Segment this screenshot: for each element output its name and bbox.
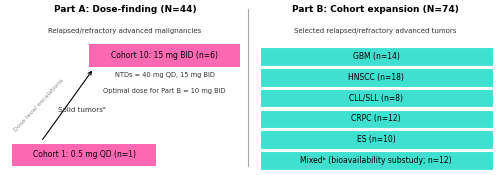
Text: ES (n=10): ES (n=10) [357,135,396,144]
Bar [260,130,492,149]
Text: GBM (n=14): GBM (n=14) [353,52,400,61]
Text: Selected relapsed/refractory advanced tumors: Selected relapsed/refractory advanced tu… [294,28,456,34]
Text: Relapsed/refractory advanced malignancies: Relapsed/refractory advanced malignancie… [48,28,202,34]
Text: CRPC (n=12): CRPC (n=12) [352,114,401,123]
Bar [12,144,156,166]
Bar [260,47,492,66]
Text: Optimal dose for Part B = 10 mg BID: Optimal dose for Part B = 10 mg BID [104,88,226,93]
FancyArrowPatch shape [42,72,92,139]
Bar [89,44,240,66]
Bar [260,68,492,87]
Text: Mixedᵇ (bioavailability substudy; n=12): Mixedᵇ (bioavailability substudy; n=12) [300,156,452,165]
Text: CLL/SLL (n=8): CLL/SLL (n=8) [349,94,403,103]
Text: Cohort 1: 0.5 mg QD (n=1): Cohort 1: 0.5 mg QD (n=1) [32,150,136,159]
Text: Dose level escalations: Dose level escalations [13,78,64,132]
Bar [260,151,492,170]
Text: NTDs = 40 mg QD, 15 mg BID: NTDs = 40 mg QD, 15 mg BID [114,72,214,78]
Text: Part A: Dose-finding (N=44): Part A: Dose-finding (N=44) [54,5,197,14]
Text: HNSCC (n=18): HNSCC (n=18) [348,73,404,82]
Bar [260,110,492,128]
Text: Part B: Cohort expansion (N=74): Part B: Cohort expansion (N=74) [292,5,458,14]
Text: Cohort 10: 15 mg BID (n=6): Cohort 10: 15 mg BID (n=6) [111,51,218,60]
Text: Solid tumorsᵃ: Solid tumorsᵃ [58,107,106,113]
Bar [260,89,492,107]
